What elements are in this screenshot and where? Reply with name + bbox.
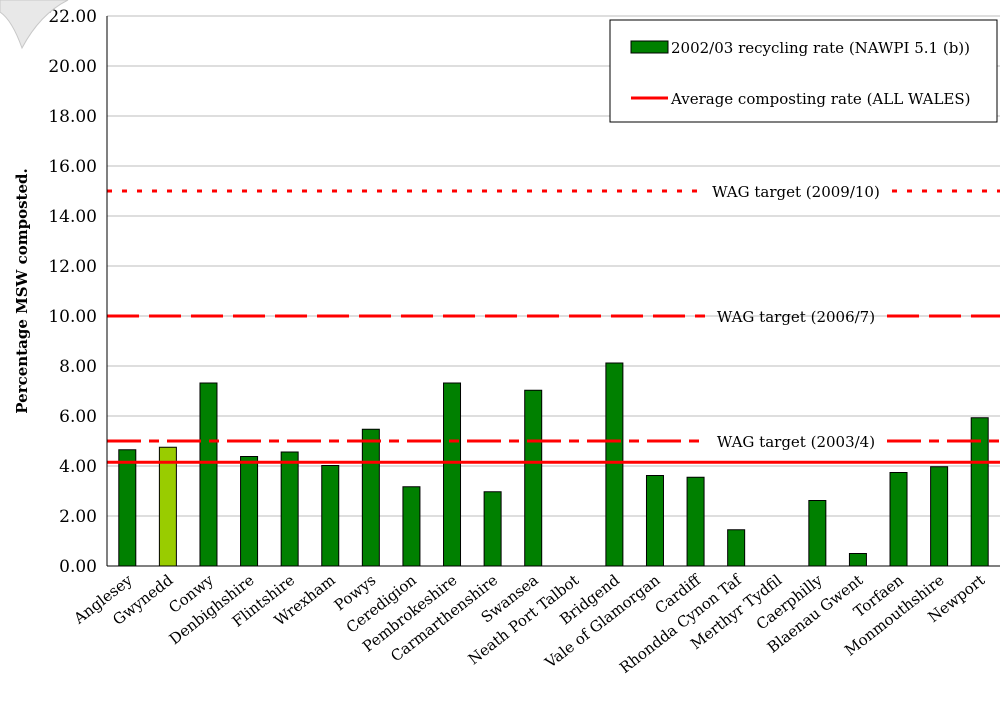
bar-torfaen [889, 472, 908, 567]
bar-wrexham [321, 465, 340, 567]
target-label-wag-target-2006-7: WAG target (2006/7) [717, 308, 875, 326]
y-tick-label: 10.00 [48, 307, 97, 327]
legend-label-average: Average composting rate (ALL WALES) [670, 90, 970, 108]
legend-swatch-recycling [630, 40, 669, 54]
bar-blaenau-gwent [848, 553, 867, 567]
bar-gwynedd [158, 446, 177, 567]
bar-conwy [199, 382, 218, 567]
y-tick-label: 4.00 [59, 457, 97, 477]
bar-cardiff [686, 476, 705, 567]
page-curl-decoration [0, 0, 69, 50]
bar-caerphilly [808, 500, 827, 567]
bar-carmarthenshire [483, 491, 502, 567]
bar-swansea [524, 389, 543, 567]
reference-lines: WAG target (2003/4) WAG target (2006/7) WA… [107, 183, 1000, 464]
y-tick-label: 0.00 [59, 557, 97, 577]
y-tick-label: 2.00 [59, 507, 97, 527]
y-tick-labels: 0.00 2.00 4.00 6.00 8.00 10.00 12.00 14.00 16.00… [48, 7, 97, 577]
bar-vale-of-glamorgan [645, 475, 664, 567]
target-label-wag-target-2009-10: WAG target (2009/10) [712, 183, 880, 201]
bar-rhondda-cynon-taf [727, 529, 746, 567]
legend-label-recycling: 2002/03 recycling rate (NAWPI 5.1 (b)) [671, 39, 970, 57]
legend-box [609, 19, 998, 123]
y-tick-label: 22.00 [48, 7, 97, 27]
y-axis-label: Percentage MSW composted. [13, 168, 31, 413]
bar-ceredigion [402, 486, 421, 567]
bars [118, 362, 989, 567]
legend: 2002/03 recycling rate (NAWPI 5.1 (b)) A… [609, 19, 998, 123]
bar-denbighshire [240, 456, 259, 567]
y-tick-label: 8.00 [59, 357, 97, 377]
y-tick-label: 14.00 [48, 207, 97, 227]
bar-bridgend [605, 362, 624, 567]
axes [106, 16, 1000, 567]
y-tick-label: 20.00 [48, 57, 97, 77]
bar-flintshire [280, 451, 299, 567]
x-tick-labels: AngleseyGwyneddConwyDenbighshireFlintshi… [70, 570, 989, 677]
y-tick-label: 16.00 [48, 157, 97, 177]
bar-anglesey [118, 449, 137, 567]
bar-monmouthshire [930, 466, 949, 567]
y-tick-label: 12.00 [48, 257, 97, 277]
y-tick-label: 18.00 [48, 107, 97, 127]
y-tick-label: 6.00 [59, 407, 97, 427]
bar-powys [361, 428, 380, 567]
target-label-wag-target-2003-4: WAG target (2003/4) [717, 433, 875, 451]
bar-pembrokeshire [443, 382, 462, 567]
